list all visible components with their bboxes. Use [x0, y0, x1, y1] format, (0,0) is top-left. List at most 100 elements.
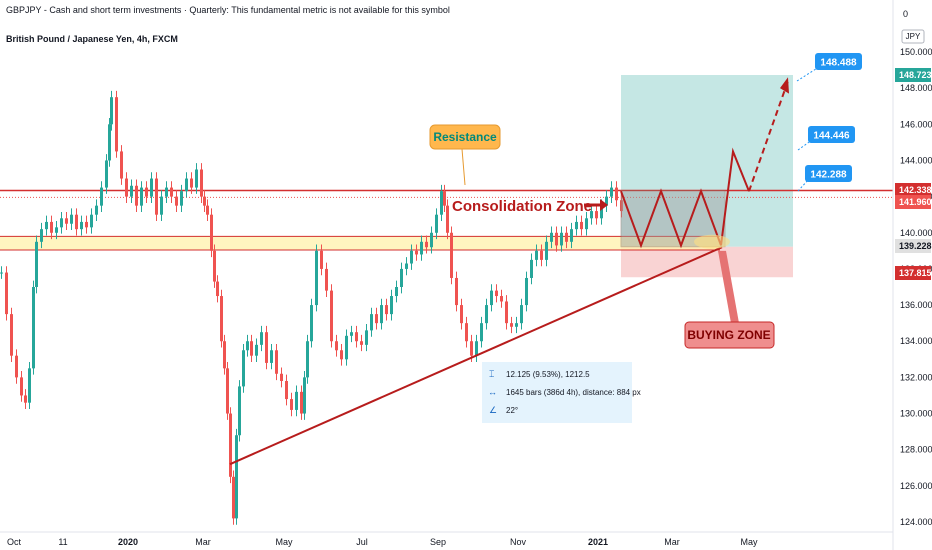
- y-tick-label: 144.000: [900, 155, 932, 165]
- candle: [195, 169, 198, 188]
- candle: [20, 377, 23, 396]
- candle: [465, 323, 468, 342]
- candle: [340, 350, 343, 360]
- trendline: [229, 246, 723, 466]
- candle: [475, 341, 478, 356]
- y-tick-label: 130.000: [900, 409, 932, 419]
- candle: [190, 178, 193, 188]
- candle: [165, 187, 168, 197]
- consolidation-zigzag: [620, 188, 722, 249]
- x-tick-label: Sep: [430, 537, 446, 547]
- candle: [226, 368, 229, 414]
- buying-zone-highlight: [694, 234, 730, 249]
- candle: [150, 178, 153, 197]
- candle: [545, 241, 548, 260]
- candle: [495, 290, 498, 297]
- candle: [450, 232, 453, 278]
- candle: [5, 272, 8, 315]
- candle: [605, 196, 608, 206]
- resistance-label: Resistance: [433, 130, 497, 144]
- candle: [216, 281, 219, 297]
- y-tick-label: 150.000: [900, 47, 932, 57]
- price-tag: [895, 239, 931, 253]
- x-tick-label: May: [275, 537, 293, 547]
- support-band: [0, 236, 720, 250]
- candle: [310, 305, 313, 342]
- candle: [365, 330, 368, 345]
- candle: [600, 205, 603, 219]
- candle: [290, 399, 293, 410]
- x-tick-label: May: [740, 537, 758, 547]
- y-tick-label: 140.000: [900, 228, 932, 238]
- candle: [355, 332, 358, 342]
- candle: [405, 263, 408, 269]
- candle: [223, 341, 226, 369]
- candle: [440, 191, 443, 215]
- candle: [120, 151, 123, 179]
- candle: [590, 211, 593, 219]
- candle: [0, 272, 3, 274]
- candle: [60, 218, 63, 228]
- candle: [246, 341, 249, 351]
- candle: [335, 341, 338, 351]
- candle: [435, 214, 438, 233]
- candle: [255, 344, 258, 356]
- candle: [55, 227, 58, 233]
- candle: [490, 290, 493, 306]
- target-leader: [797, 139, 813, 151]
- candle: [155, 178, 158, 215]
- currency-box[interactable]: [901, 29, 925, 44]
- resistance-callout: [429, 124, 501, 150]
- candle: [180, 191, 183, 206]
- projection-line: [720, 147, 750, 246]
- candle: [110, 97, 113, 125]
- candle: [28, 368, 31, 403]
- price-tag-label: 141.960: [899, 197, 932, 207]
- height-icon: ⌶: [489, 369, 494, 379]
- candle: [375, 314, 378, 324]
- candle: [260, 332, 263, 345]
- consolidation-label: Consolidation Zone: [452, 198, 592, 215]
- candle: [125, 178, 128, 197]
- candle: [443, 191, 446, 206]
- candle: [370, 314, 373, 331]
- y-tick-label: 136.000: [900, 300, 932, 310]
- candle: [242, 350, 245, 387]
- candle: [203, 196, 206, 206]
- candle: [90, 214, 93, 228]
- candle: [360, 341, 363, 345]
- candle: [380, 305, 383, 324]
- measure-line-2: 1645 bars (386d 4h), distance: 884 px: [506, 388, 641, 397]
- x-tick-label: Mar: [664, 537, 680, 547]
- candle: [420, 241, 423, 255]
- candle: [270, 350, 273, 363]
- candle: [160, 196, 163, 215]
- buying-zone-label: BUYING ZONE: [687, 328, 770, 342]
- target-tag: [805, 165, 852, 182]
- candle: [105, 160, 108, 188]
- price-tag: [895, 183, 931, 197]
- candle: [500, 296, 503, 302]
- candle: [238, 386, 241, 436]
- candle: [95, 205, 98, 215]
- candle: [40, 229, 43, 242]
- measure-box: [482, 362, 632, 423]
- y-tick-label: 134.000: [900, 336, 932, 346]
- x-tick-label: Jul: [356, 537, 368, 547]
- candle: [455, 277, 458, 306]
- candle: [470, 341, 473, 356]
- candle: [24, 395, 27, 403]
- candle: [285, 381, 288, 400]
- candle: [325, 268, 328, 291]
- target-tag-label: 142.288: [810, 170, 847, 181]
- candle: [595, 211, 598, 219]
- indicator-header: GBPJPY - Cash and short term investments…: [6, 5, 450, 15]
- candle: [15, 355, 18, 378]
- candle: [280, 373, 283, 381]
- y-tick-label: 124.000: [900, 517, 932, 527]
- y-tick-label: 126.000: [900, 481, 932, 491]
- candle: [520, 305, 523, 324]
- price-tag: [895, 68, 931, 82]
- candle: [395, 287, 398, 297]
